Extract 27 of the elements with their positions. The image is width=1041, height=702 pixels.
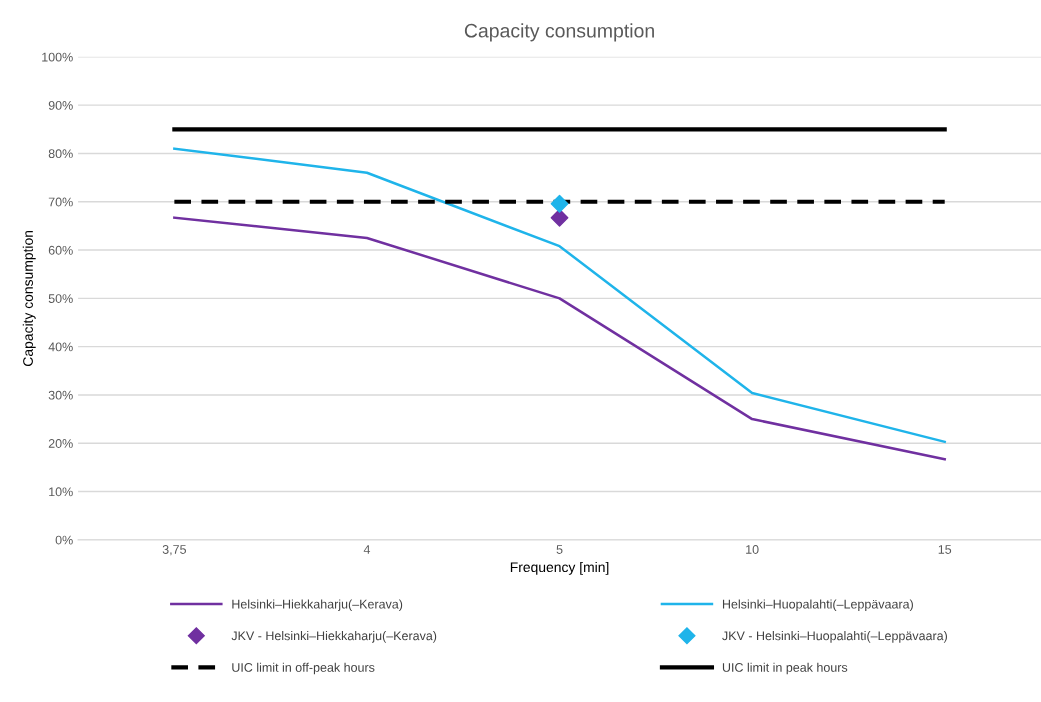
y-tick-label: 80% <box>48 149 73 159</box>
y-axis-title: Capacity consumption <box>22 230 36 366</box>
y-tick-label: 40% <box>48 342 73 352</box>
y-tick-label: 10% <box>49 487 73 497</box>
x-tick-label: 5 <box>556 545 563 554</box>
y-tick-label: 50% <box>48 294 73 303</box>
chart-title: Capacity consumption <box>464 23 654 42</box>
line-series <box>173 216 946 461</box>
x-tick-label: 4 <box>363 545 371 554</box>
y-tick-label: 20% <box>48 439 73 448</box>
y-tick-label: 60% <box>48 245 73 255</box>
legend-label: Helsinki–Hiekkaharju(–Kerava) <box>232 599 403 612</box>
legend-label: JKV - Helsinki–Hiekkaharju(–Kerava) <box>231 631 437 643</box>
x-tick-label: 3,75 <box>162 545 187 556</box>
x-axis-title: Frequency [min] <box>510 561 609 575</box>
y-tick-label: 70% <box>48 197 73 207</box>
y-tick-label: 30% <box>48 390 73 400</box>
legend-label: JKV - Helsinki–Huopalahti(–Leppävaara) <box>722 631 947 643</box>
y-tick-label: 90% <box>48 100 73 110</box>
x-tick-label: 10 <box>746 545 759 554</box>
x-tick-label: 15 <box>938 545 952 554</box>
legend-label: UIC limit in off-peak hours <box>232 662 375 675</box>
legend-label: Helsinki–Huopalahti(–Leppävaara) <box>722 599 913 612</box>
y-tick-label: 0% <box>55 535 73 545</box>
legend-label: UIC limit in peak hours <box>722 662 848 675</box>
line-series <box>173 147 946 444</box>
y-tick-label: 100% <box>42 52 73 62</box>
